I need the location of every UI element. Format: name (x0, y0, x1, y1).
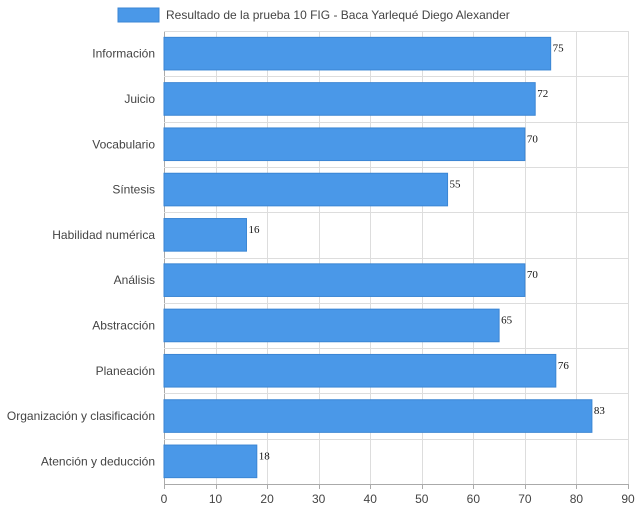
value-label: 70 (527, 133, 539, 145)
value-labels: 75 72 70 55 16 70 65 76 83 18 (248, 43, 605, 463)
bar[interactable] (163, 36, 552, 71)
x-tick-label: 40 (364, 492, 378, 506)
category-label: Habilidad numérica (52, 228, 155, 242)
bar[interactable] (163, 444, 258, 479)
x-tick-label: 20 (260, 492, 274, 506)
bar[interactable] (163, 127, 526, 162)
category-label: Vocabulario (92, 137, 155, 151)
legend[interactable]: Resultado de la prueba 10 FIG - Baca Yar… (117, 7, 510, 23)
value-label: 70 (527, 269, 539, 281)
x-tick-label: 10 (209, 492, 223, 506)
legend-swatch[interactable] (117, 7, 160, 23)
value-label: 65 (501, 314, 512, 326)
bar[interactable] (163, 218, 247, 252)
bars (163, 36, 593, 479)
category-label: Información (92, 47, 155, 61)
category-label: Abstracción (92, 318, 155, 332)
value-label: 55 (450, 179, 462, 191)
x-tick-label: 90 (621, 492, 635, 506)
value-label: 76 (558, 360, 570, 372)
bar[interactable] (163, 353, 557, 388)
category-label: Síntesis (112, 183, 155, 197)
bar[interactable] (163, 399, 593, 433)
category-labels: Información Juicio Vocabulario Síntesis Habi… (7, 47, 155, 469)
x-tick-label: 50 (415, 492, 429, 506)
bar[interactable] (163, 263, 526, 297)
category-label: Análisis (114, 273, 155, 287)
category-label: Atención y deducción (41, 454, 155, 468)
category-label: Juicio (124, 92, 155, 106)
bar[interactable] (163, 82, 536, 116)
value-label: 18 (259, 450, 271, 462)
x-axis: 0 10 20 30 40 50 60 70 80 90 (161, 484, 635, 506)
value-label: 83 (594, 405, 606, 417)
x-tick-label: 80 (570, 492, 584, 506)
bar[interactable] (163, 172, 449, 207)
value-label: 75 (553, 43, 565, 55)
value-label: 16 (248, 224, 260, 236)
x-tick-label: 0 (161, 492, 168, 506)
value-label: 72 (537, 88, 548, 100)
x-tick-label: 70 (518, 492, 532, 506)
legend-label[interactable]: Resultado de la prueba 10 FIG - Baca Yar… (166, 8, 510, 22)
x-tick-label: 30 (312, 492, 326, 506)
bar[interactable] (163, 308, 500, 343)
category-label: Planeación (96, 364, 155, 378)
category-label: Organización y clasificación (7, 409, 155, 423)
x-tick-label: 60 (467, 492, 481, 506)
